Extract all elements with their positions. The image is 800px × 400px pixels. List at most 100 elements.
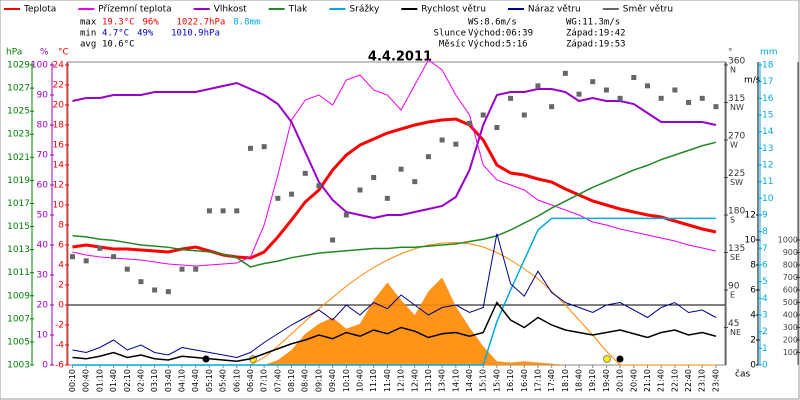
y-tick-label: 14	[53, 161, 65, 171]
x-tick-label: 03:10	[150, 369, 159, 392]
direction-point	[590, 79, 596, 85]
x-tick-label: 22:10	[670, 369, 679, 392]
direction-point	[439, 137, 445, 143]
direction-point	[686, 100, 692, 105]
direction-point	[521, 112, 527, 118]
x-tick-label: 14:10	[451, 369, 460, 392]
direction-point	[357, 187, 363, 193]
y-tick-label: 1013	[7, 245, 30, 255]
x-tick-label: 12:10	[397, 369, 406, 392]
legend-label: Rychlost větru	[421, 5, 486, 15]
y-tick-label: 1027	[7, 84, 30, 94]
y-tick-label: 600	[783, 286, 798, 295]
stat-value: 1022.7hPa	[177, 18, 226, 28]
x-tick-label: 16:40	[520, 369, 529, 392]
direction-point	[111, 254, 117, 260]
x-tick-label: 23:10	[698, 369, 707, 392]
direction-point	[371, 175, 377, 180]
direction-point	[179, 266, 185, 272]
direction-point	[713, 104, 719, 110]
axis-title: °	[728, 48, 733, 58]
x-tick-label: 01:10	[95, 369, 104, 392]
legend-label: Srážky	[349, 5, 380, 15]
x-tick-label: 21:10	[643, 369, 652, 392]
stat-label: avg	[80, 40, 96, 50]
x-tick-label: 09:40	[328, 369, 337, 392]
y-tick-label: 6	[750, 286, 756, 296]
info-rise: Východ:06:39	[468, 29, 533, 39]
y-tick-label: E	[730, 291, 735, 300]
x-tick-label: 11:10	[369, 369, 378, 392]
y-tick-label: 4	[750, 311, 756, 321]
stat-value: 1010.9hPa	[171, 29, 220, 39]
y-tick-label: 6	[58, 241, 64, 251]
x-tick-label: 09:10	[314, 369, 323, 392]
x-tick-label: 17:40	[547, 369, 556, 392]
x-tick-label: 22:40	[684, 369, 693, 392]
y-tick-label: 18	[762, 61, 774, 71]
info-label: Slunce	[433, 29, 466, 39]
y-tick-label: 0	[42, 361, 48, 371]
y-tick-label: 0	[750, 361, 756, 371]
y-tick-label: -4	[55, 341, 64, 351]
y-tick-label: 2	[58, 281, 64, 291]
y-tick-label: 50	[37, 211, 49, 221]
y-tick-label: 300	[783, 323, 798, 332]
y-tick-label: 9	[762, 211, 768, 221]
axis-title: m/s	[744, 76, 761, 86]
y-tick-label: 8	[58, 221, 64, 231]
y-tick-label: 20	[37, 301, 49, 311]
y-tick-label: 900	[783, 248, 798, 257]
direction-point	[138, 279, 144, 285]
direction-point	[206, 208, 212, 214]
y-tick-label: 270	[728, 132, 745, 142]
x-tick-label: 13:10	[424, 369, 433, 392]
solar-area	[72, 277, 716, 365]
series-line	[72, 81, 717, 220]
y-tick-label: 6	[762, 261, 768, 271]
chart-title: 4.4.2011	[368, 50, 432, 65]
direction-point	[549, 104, 555, 110]
stat-label: min	[80, 29, 96, 39]
y-tick-label: 16	[762, 94, 774, 104]
direction-point	[70, 254, 75, 260]
x-axis-label: čas	[735, 369, 750, 380]
direction-point	[302, 170, 308, 176]
y-tick-label: 0	[762, 361, 768, 371]
direction-point	[234, 208, 240, 214]
direction-point	[247, 145, 253, 151]
stat-value: 96%	[143, 18, 160, 28]
legend-label: Směr větru	[623, 5, 673, 15]
y-tick-label: 30	[37, 271, 49, 281]
y-tick-label: 500	[783, 298, 798, 307]
y-tick-label: 4	[58, 261, 64, 271]
stat-label: max	[80, 18, 97, 28]
y-tick-label: 1019	[7, 176, 30, 186]
x-tick-label: 07:40	[273, 369, 282, 392]
y-tick-label: 1017	[7, 199, 30, 209]
y-tick-label: 90	[728, 282, 740, 292]
y-tick-label: 10	[37, 331, 49, 341]
y-tick-label: 17	[762, 77, 773, 87]
y-tick-label: 1015	[7, 222, 30, 232]
legend-label: Náraz větru	[528, 5, 581, 15]
y-tick-label: 2	[762, 327, 768, 337]
direction-point	[480, 112, 486, 118]
x-tick-label: 10:40	[355, 369, 364, 392]
direction-point	[330, 237, 336, 243]
y-tick-label: NW	[730, 103, 744, 112]
axis-title: %	[40, 48, 49, 58]
y-tick-label: 12	[762, 161, 773, 171]
direction-point	[644, 83, 650, 89]
y-tick-label: 700	[783, 273, 798, 282]
direction-point	[631, 75, 637, 80]
stat-value: 8.8mm	[233, 18, 260, 28]
x-tick-label: 15:10	[479, 369, 488, 392]
y-tick-label: 22	[53, 81, 64, 91]
direction-point	[672, 87, 678, 93]
series-line	[72, 141, 717, 268]
y-tick-label: 13	[762, 144, 773, 154]
y-tick-label: 10	[745, 236, 757, 246]
direction-point	[165, 289, 171, 295]
